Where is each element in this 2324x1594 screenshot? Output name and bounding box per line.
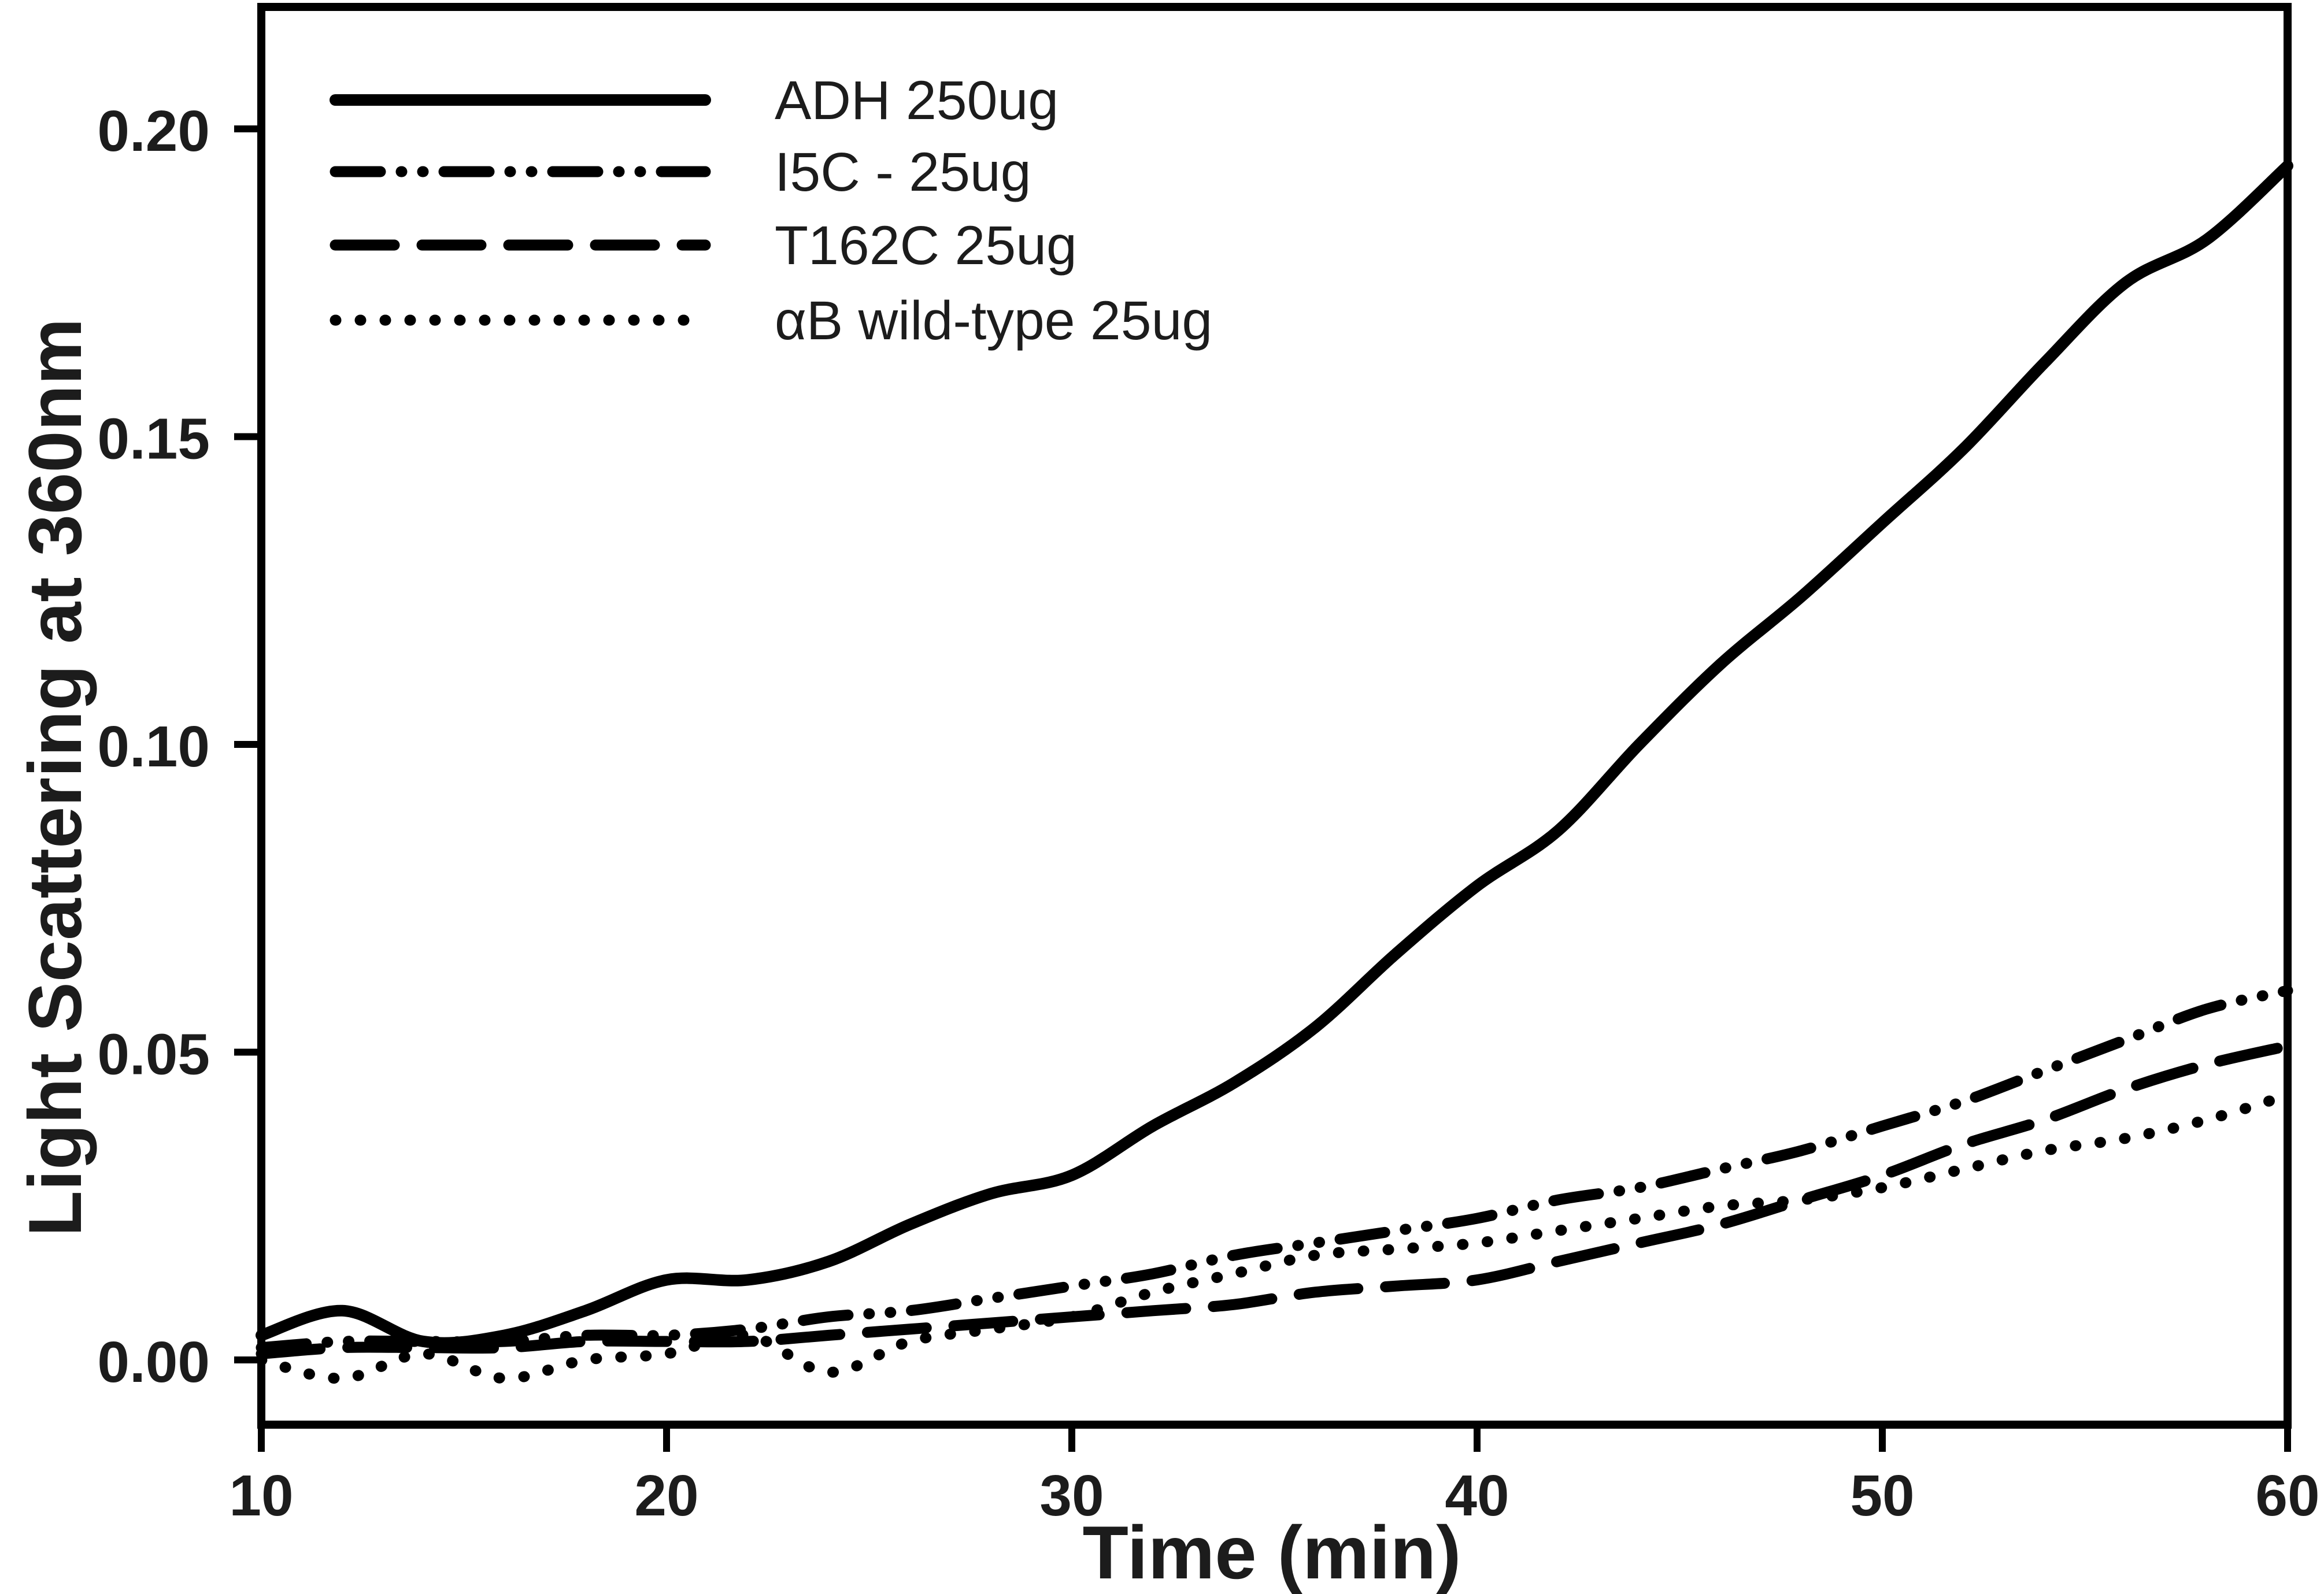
legend-label: I5C - 25ug [775, 142, 1031, 203]
legend-label: ADH 250ug [775, 70, 1059, 131]
y-axis-ticks: 0.00 0.05 0.10 0.15 0.20 [97, 99, 261, 1395]
y-axis-title: Light Scattering at 360nm [13, 318, 97, 1236]
x-tick-label: 60 [2255, 1463, 2319, 1528]
x-tick-label: 10 [229, 1463, 293, 1528]
plot-frame [257, 3, 2292, 1429]
legend: ADH 250ug I5C - 25ug T162C 25ug αB wild-typ… [330, 70, 1212, 351]
x-axis-title: Time (min) [1083, 1510, 1461, 1594]
series-line-solid [256, 160, 2293, 1349]
x-tick-label: 30 [1039, 1463, 1104, 1528]
series-line-dash-dot-dot [256, 985, 2293, 1354]
legend-label: αB wild-type 25ug [775, 290, 1212, 351]
data-series [256, 160, 2293, 1384]
x-tick-label: 20 [634, 1463, 698, 1528]
legend-label: T162C 25ug [775, 215, 1077, 276]
x-tick-label: 40 [1445, 1463, 1509, 1528]
y-tick-label: 0.20 [97, 99, 210, 164]
y-tick-label: 0.15 [97, 407, 210, 472]
series-line-dotted [256, 1089, 2293, 1384]
x-tick-label: 50 [1850, 1463, 1914, 1528]
series-line-dashed [256, 1040, 2293, 1359]
y-tick-label: 0.05 [97, 1022, 210, 1087]
y-tick-label: 0.00 [97, 1330, 210, 1395]
y-tick-label: 0.10 [97, 714, 210, 779]
x-axis-ticks: 10 20 30 40 50 60 [229, 1425, 2320, 1528]
